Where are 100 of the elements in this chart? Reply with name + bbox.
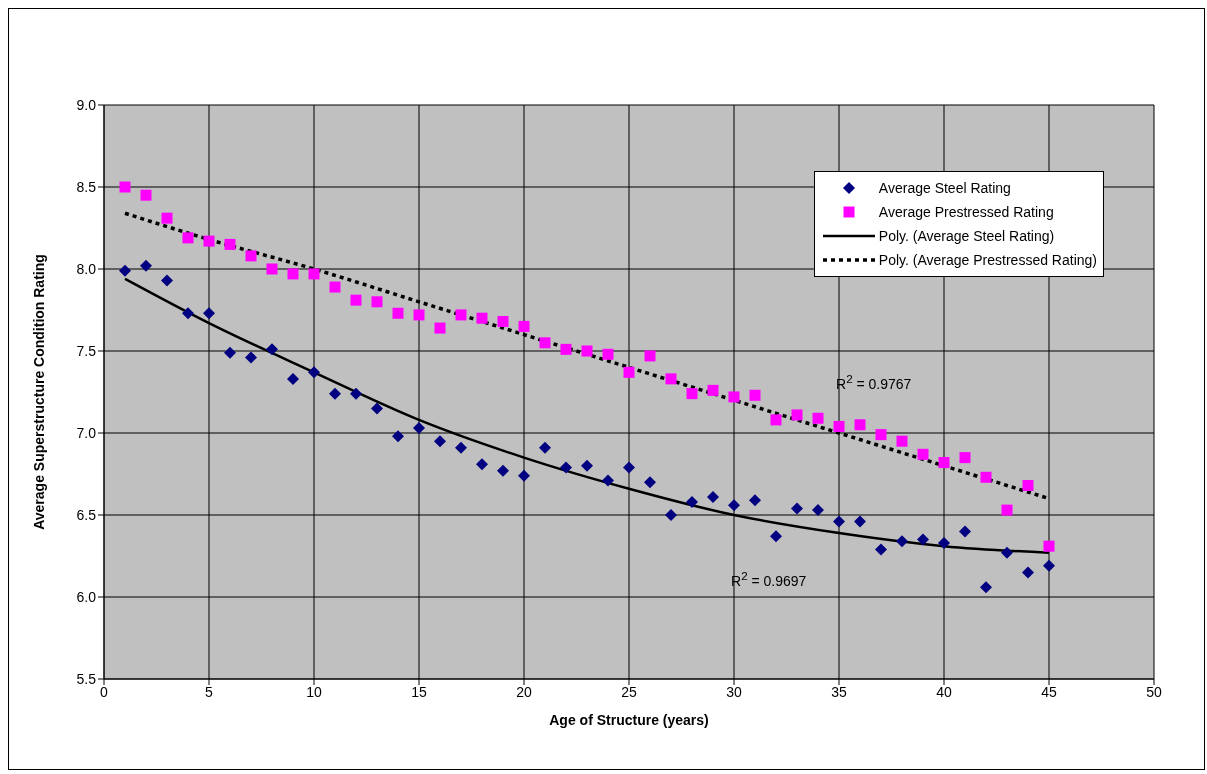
annotation: R$^{2}$ = 0.9697 xyxy=(731,569,807,589)
point xyxy=(161,274,173,287)
point xyxy=(854,515,866,528)
y-tick-label: 9.0 xyxy=(76,96,97,113)
point xyxy=(644,350,656,362)
point xyxy=(434,322,446,334)
point xyxy=(287,372,299,385)
point xyxy=(644,476,656,489)
point xyxy=(917,448,929,460)
point xyxy=(497,315,509,327)
point xyxy=(791,502,803,515)
y-axis-title: Average Superstructure Condition Rating xyxy=(30,254,47,530)
point xyxy=(833,420,845,432)
point xyxy=(518,469,530,482)
point xyxy=(980,581,992,594)
point xyxy=(203,235,215,247)
point xyxy=(938,457,950,469)
point xyxy=(140,259,152,272)
x-tick-label: 45 xyxy=(1041,683,1057,700)
point xyxy=(1022,479,1034,491)
point xyxy=(245,351,257,364)
point xyxy=(392,430,404,443)
point xyxy=(602,348,614,360)
y-tick-label: 7.5 xyxy=(76,342,97,359)
point xyxy=(602,474,614,487)
point xyxy=(539,337,551,349)
point xyxy=(329,387,341,400)
point xyxy=(308,366,320,379)
point xyxy=(350,294,362,306)
point xyxy=(1001,546,1013,559)
point xyxy=(770,414,782,426)
point xyxy=(560,343,572,355)
point xyxy=(1043,559,1055,572)
point xyxy=(392,307,404,319)
point xyxy=(707,490,719,503)
legend-label: Poly. (Average Prestressed Rating) xyxy=(878,252,1097,268)
point xyxy=(980,471,992,483)
point xyxy=(371,296,383,308)
point xyxy=(1022,566,1034,579)
point xyxy=(329,281,341,293)
point xyxy=(770,530,782,543)
point xyxy=(413,422,425,435)
point xyxy=(371,402,383,415)
point xyxy=(896,535,908,548)
y-tick-label: 7.0 xyxy=(76,424,97,441)
point xyxy=(917,533,929,546)
legend-label: Poly. (Average Steel Rating) xyxy=(878,228,1055,244)
point xyxy=(119,264,131,277)
point xyxy=(224,346,236,359)
point xyxy=(182,232,194,244)
point xyxy=(434,435,446,448)
point xyxy=(623,366,635,378)
point xyxy=(623,461,635,474)
point xyxy=(749,494,761,507)
point xyxy=(665,509,677,521)
point xyxy=(812,412,824,424)
point xyxy=(581,345,593,357)
point xyxy=(581,459,593,472)
point xyxy=(413,309,425,321)
point xyxy=(896,435,908,447)
point xyxy=(686,388,698,400)
point xyxy=(959,525,971,538)
point xyxy=(686,495,698,508)
point xyxy=(728,499,740,512)
point xyxy=(182,307,194,320)
point xyxy=(875,429,887,441)
point xyxy=(665,373,677,385)
x-tick-label: 30 xyxy=(726,683,742,700)
x-tick-label: 20 xyxy=(516,683,532,700)
x-tick-label: 0 xyxy=(100,683,109,700)
x-axis-title: Age of Structure (years) xyxy=(549,712,709,728)
point xyxy=(875,543,887,556)
point xyxy=(497,464,509,477)
y-tick-label: 8.5 xyxy=(76,178,97,195)
y-tick-label: 6.5 xyxy=(76,506,97,523)
point xyxy=(833,515,845,528)
point xyxy=(308,268,320,280)
legend-label: Average Steel Rating xyxy=(878,180,1011,196)
x-tick-label: 5 xyxy=(205,683,214,700)
point xyxy=(749,389,761,401)
point xyxy=(161,212,173,224)
point xyxy=(455,441,467,454)
point xyxy=(539,441,551,454)
x-tick-label: 50 xyxy=(1146,683,1162,700)
point xyxy=(266,343,278,356)
point xyxy=(119,181,131,193)
point xyxy=(224,238,236,250)
y-tick-label: 5.5 xyxy=(76,670,97,687)
point xyxy=(455,309,467,321)
annotation: R$^{2}$ = 0.9767 xyxy=(836,372,912,392)
point xyxy=(350,387,362,400)
point xyxy=(140,189,152,201)
point xyxy=(476,312,488,324)
point xyxy=(560,461,572,474)
x-tick-label: 25 xyxy=(621,683,637,700)
point xyxy=(791,409,803,421)
x-tick-label: 35 xyxy=(831,683,847,700)
point xyxy=(728,391,740,403)
point xyxy=(1043,540,1055,552)
y-tick-label: 6.0 xyxy=(76,588,97,605)
